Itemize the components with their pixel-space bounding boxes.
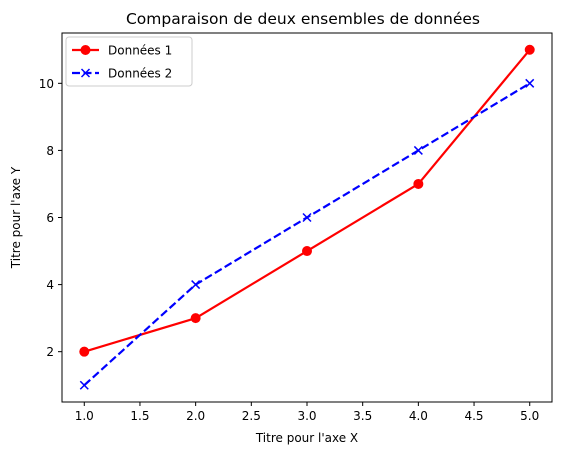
plot-area <box>61 32 553 403</box>
x-tick-label: 4.0 <box>409 409 428 423</box>
x-tick-label: 2.0 <box>186 409 205 423</box>
series-1-point <box>524 44 535 55</box>
series-1-point <box>190 313 201 324</box>
x-tick-label: 3.0 <box>297 409 316 423</box>
x-tick-label: 3.5 <box>353 409 372 423</box>
x-tick-label: 4.5 <box>464 409 483 423</box>
y-tick-label: 2 <box>46 345 54 359</box>
x-tick-label: 5.0 <box>520 409 539 423</box>
series-2-point <box>525 78 535 88</box>
x-tick-label: 2.5 <box>242 409 261 423</box>
y-tick-label: 4 <box>46 278 54 292</box>
series-2-point <box>79 380 89 390</box>
legend-label-1: Données 1 <box>108 44 172 58</box>
x-axis-label: Titre pour l'axe X <box>255 431 358 445</box>
legend-marker-2 <box>80 68 91 78</box>
legend-marker-1 <box>80 45 91 55</box>
y-tick-label: 10 <box>39 77 54 91</box>
series-2-point <box>302 212 312 223</box>
y-axis: 2 4 6 8 10 <box>39 77 62 359</box>
chart-title: Comparaison de deux ensembles de données <box>126 10 480 28</box>
x-axis: 1.0 1.5 2.0 2.5 3.0 3.5 4.0 4.5 5.0 <box>75 402 539 423</box>
series-layer <box>79 44 535 390</box>
series-2 <box>79 78 535 390</box>
series-1 <box>79 44 535 357</box>
y-tick-label: 6 <box>46 211 54 225</box>
legend-entry-2: Données 2 <box>72 67 172 81</box>
x-tick-label: 1.5 <box>130 409 149 423</box>
legend: Données 1 Données 2 <box>65 36 193 87</box>
series-2-point <box>191 280 201 290</box>
series-1-point <box>79 346 90 357</box>
y-tick-label: 8 <box>46 144 54 158</box>
x-tick-label: 1.0 <box>75 409 94 423</box>
series-2-point <box>413 145 423 155</box>
legend-entry-1: Données 1 <box>72 44 172 58</box>
legend-label-2: Données 2 <box>108 67 172 81</box>
legend-entries: Données 1 Données 2 <box>72 44 172 81</box>
series-1-point <box>302 246 312 257</box>
y-axis-label: Titre pour l'axe Y <box>9 166 23 269</box>
series-1-point <box>413 178 424 189</box>
